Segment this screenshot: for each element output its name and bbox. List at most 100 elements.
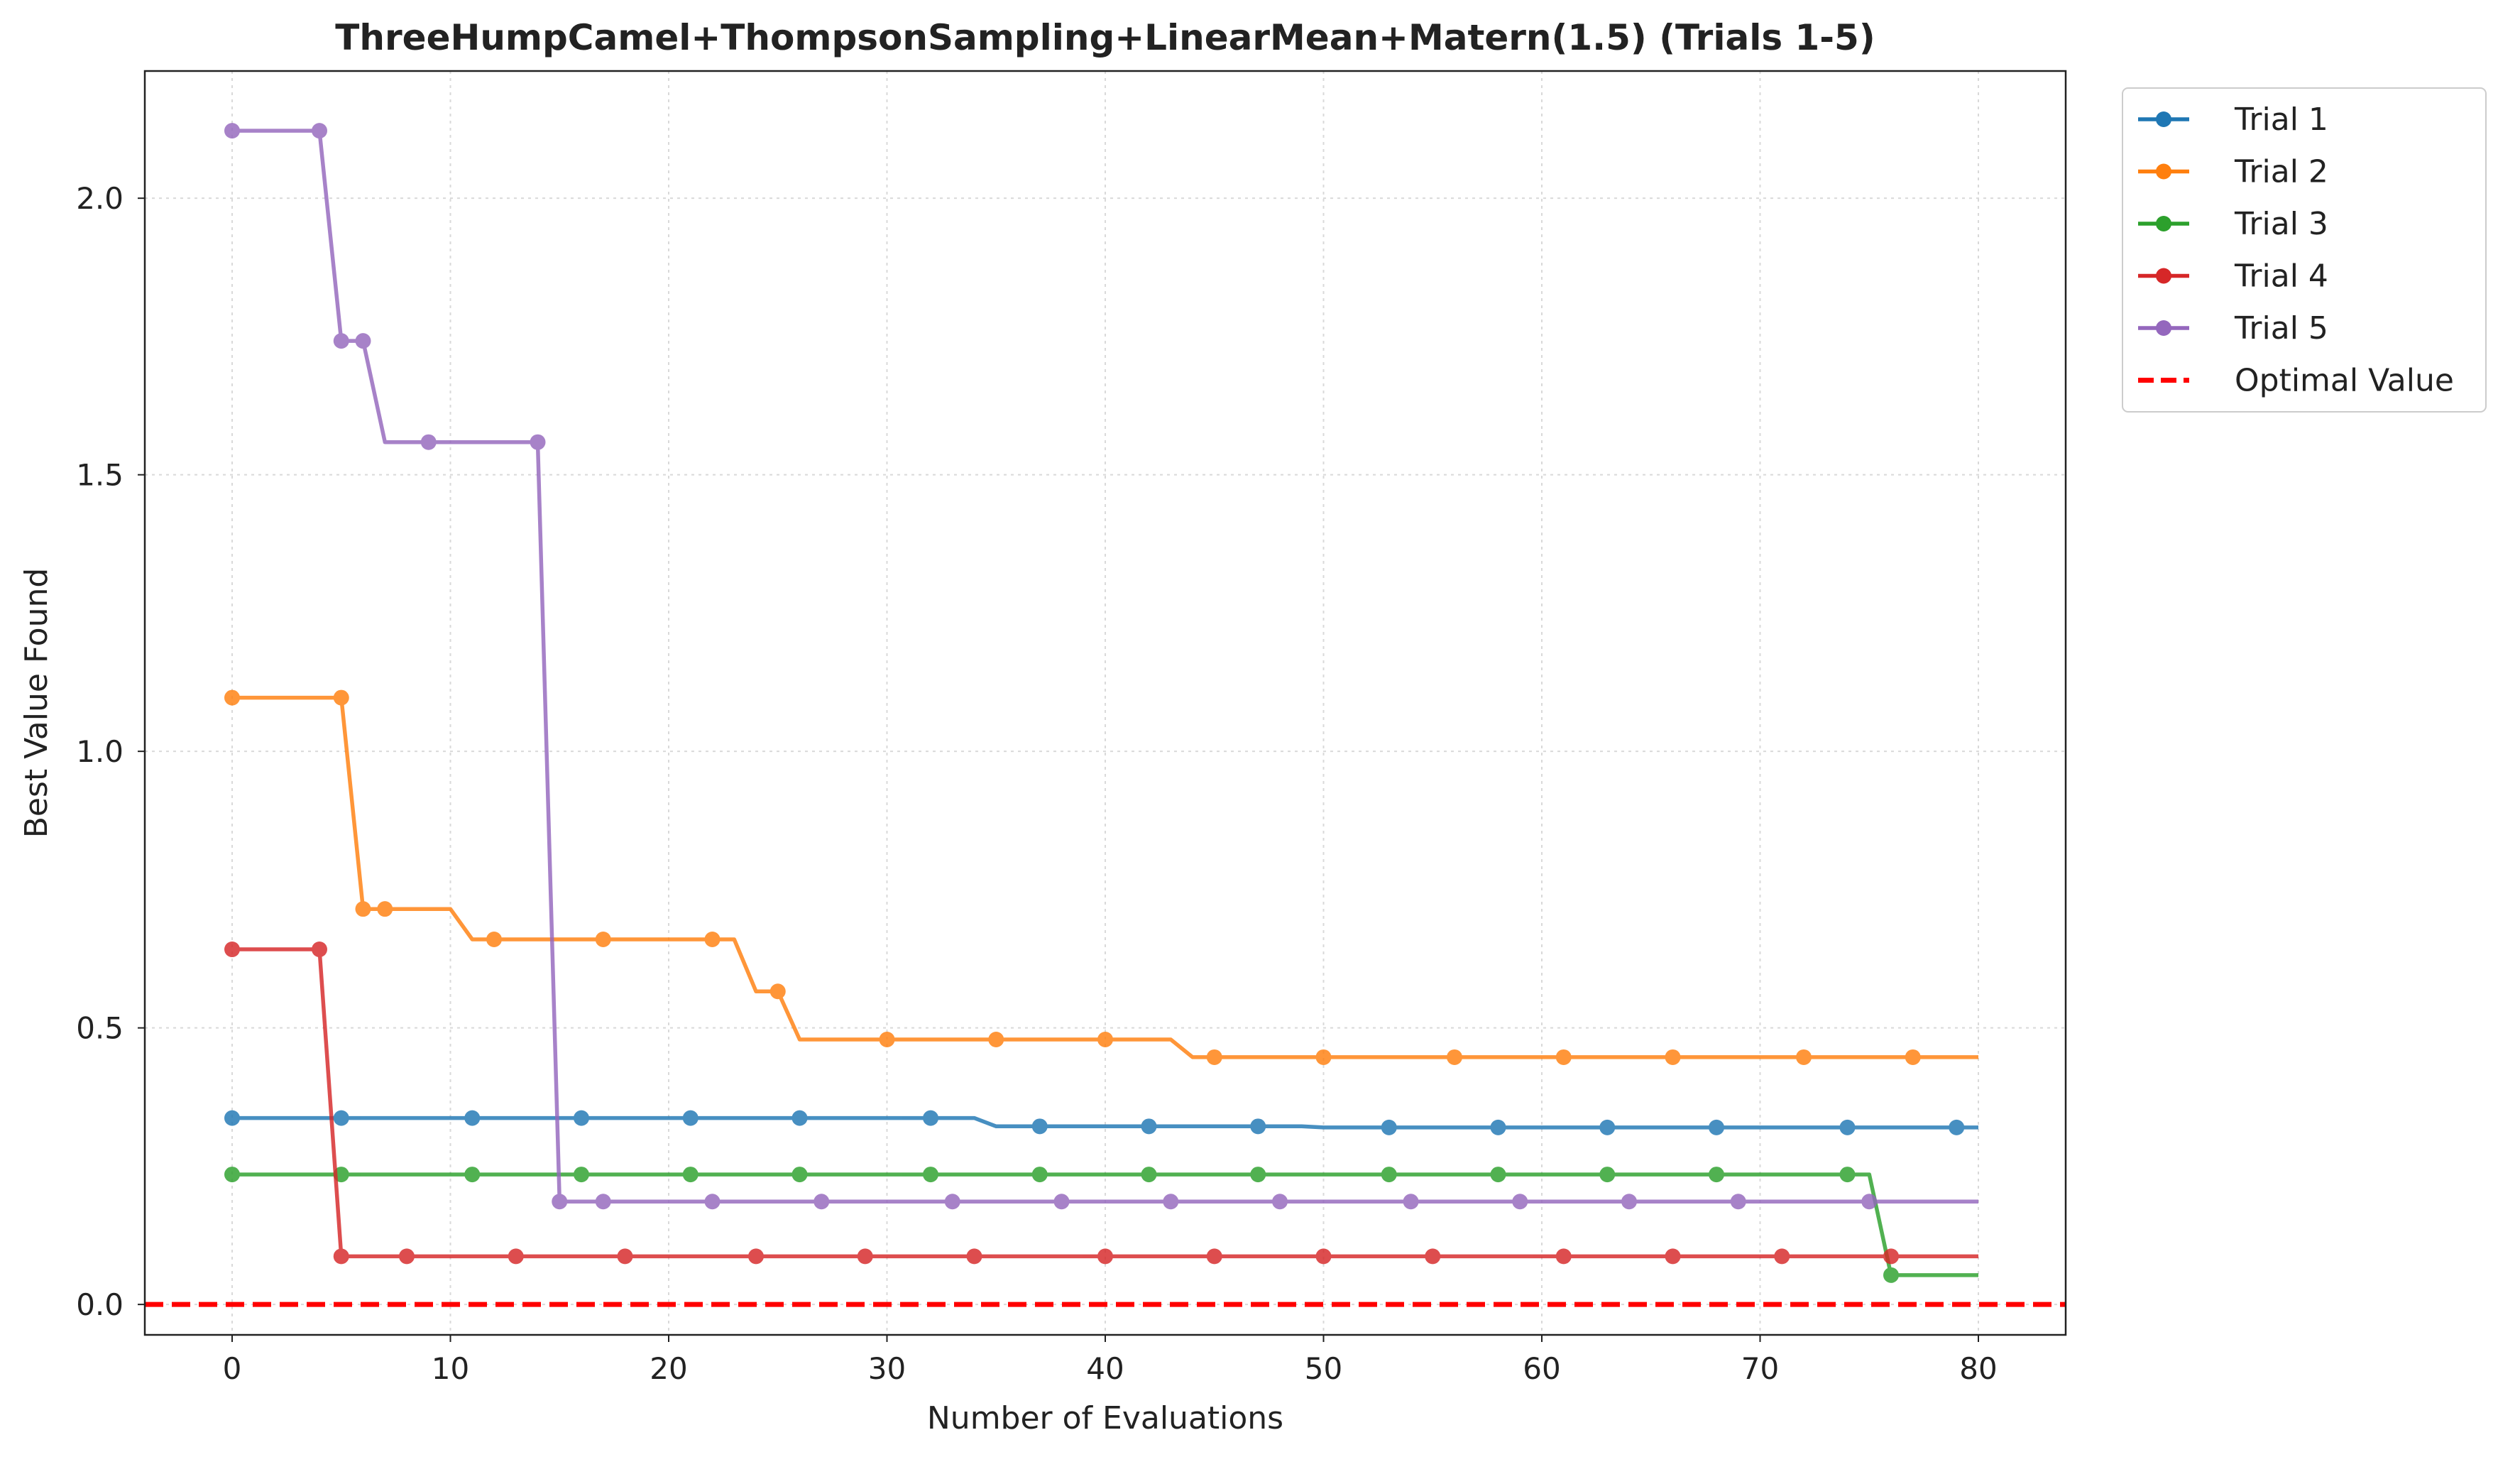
series-line [232,947,1978,1259]
data-point [1599,1119,1616,1135]
data-point [1206,1248,1222,1265]
data-point [312,942,327,958]
legend-item-trial-3: Trial 3 [2138,206,2328,242]
data-point [224,689,240,706]
y-tick-label: 0.5 [76,1011,124,1046]
data-point [1665,1049,1681,1065]
data-point [1709,1119,1724,1135]
data-point [224,1110,240,1126]
data-point [966,1248,982,1265]
data-point [791,1110,808,1126]
data-point [1555,1248,1572,1265]
y-tick-label: 0.0 [76,1287,124,1322]
data-point [1883,1267,1899,1283]
y-axis-label: Best Value Found [18,568,55,839]
x-tick-label: 20 [650,1351,687,1386]
series-group [224,123,1978,1283]
legend-label: Trial 3 [2234,206,2328,242]
data-point [1555,1049,1572,1065]
data-point [224,1167,240,1183]
legend-label: Optimal Value [2235,363,2454,399]
data-point [704,932,721,948]
legend-marker [2156,216,2171,231]
y-tick-label: 1.0 [76,734,124,769]
series-line [232,129,1978,1204]
series-trial-2 [224,689,1978,1065]
data-point [1839,1167,1856,1183]
data-point [377,901,393,917]
x-tick-label: 70 [1741,1351,1779,1386]
data-point [748,1248,764,1265]
data-point [813,1194,830,1210]
y-tick-label: 1.5 [76,458,124,493]
legend-marker [2156,268,2171,284]
legend-box [2122,87,2487,413]
data-point [1425,1248,1441,1265]
legend-item-trial-1: Trial 1 [2138,102,2328,138]
data-point [944,1194,960,1210]
data-point [704,1194,721,1210]
data-point [1272,1194,1288,1210]
data-point [923,1110,938,1126]
data-point [769,983,786,1000]
data-point [1490,1119,1506,1135]
data-point [333,333,349,349]
data-point [879,1032,895,1048]
data-point [1447,1049,1462,1065]
data-point [1031,1118,1048,1135]
data-point [682,1110,699,1126]
legend-label: Trial 4 [2234,258,2328,295]
data-point [420,434,437,450]
data-point [682,1167,699,1183]
data-point [988,1032,1004,1048]
data-point [1250,1167,1266,1183]
data-point [224,942,240,958]
data-point [595,1194,611,1210]
data-point [333,1248,349,1265]
data-point [1949,1119,1965,1135]
chart-title: ThreeHumpCamel+ThompsonSampling+LinearMe… [335,17,1875,58]
data-point [486,932,502,948]
x-tick-label: 0 [223,1351,242,1386]
data-point [617,1248,633,1265]
data-point [1206,1049,1222,1065]
data-point [1490,1167,1506,1183]
data-point [923,1167,938,1183]
data-point [1141,1167,1157,1183]
data-point [1774,1248,1790,1265]
data-point [1883,1248,1899,1265]
data-point [333,1110,349,1126]
data-point [1861,1194,1878,1210]
data-point [1839,1119,1856,1135]
x-axis-label: Number of Evaluations [927,1400,1283,1436]
legend-marker [2156,111,2171,127]
data-point [1141,1118,1157,1135]
legend-item-trial-5: Trial 5 [2138,310,2328,346]
data-point [1599,1167,1616,1183]
data-point [399,1248,415,1265]
data-point [1709,1167,1724,1183]
data-point [464,1110,481,1126]
data-point [1381,1119,1397,1135]
data-point [1315,1049,1332,1065]
legend-item-trial-4: Trial 4 [2138,258,2328,295]
data-point [1665,1248,1681,1265]
legend-marker [2156,163,2171,180]
data-point [1381,1167,1397,1183]
data-point [1053,1194,1070,1210]
data-point [508,1248,524,1265]
data-point [464,1167,481,1183]
x-tick-label: 40 [1086,1351,1124,1386]
legend-label: Trial 2 [2234,154,2328,190]
data-point [1730,1194,1746,1210]
data-point [595,932,611,948]
data-point [857,1248,873,1265]
data-point [1250,1118,1266,1135]
legend-label: Trial 5 [2234,310,2328,346]
data-point [574,1110,589,1126]
data-point [333,689,349,706]
data-point [355,901,371,917]
y-axis-ticks: 0.0 0.5 1.0 1.5 2.0 [76,181,145,1322]
legend-item-optimal-value: Optimal Value [2138,363,2454,399]
legend-label: Trial 1 [2234,102,2328,138]
